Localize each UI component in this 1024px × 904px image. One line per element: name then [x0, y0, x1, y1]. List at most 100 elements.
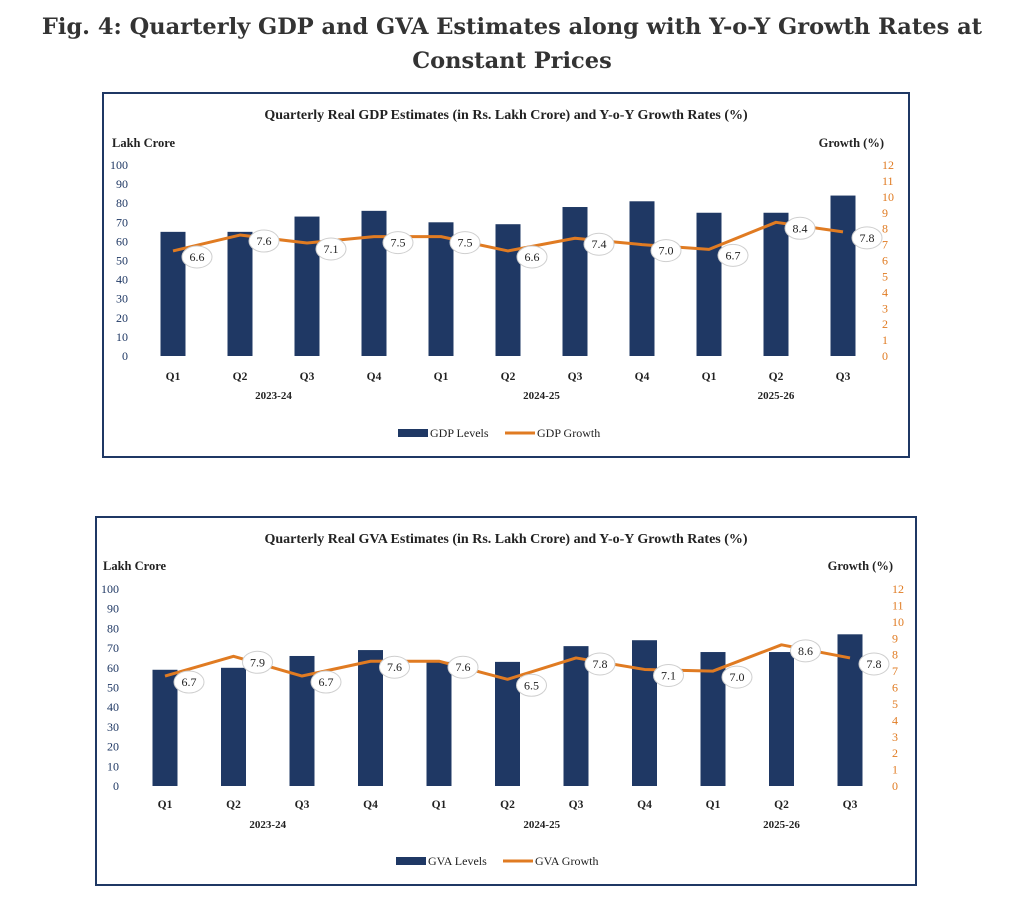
gdp-right-tick: 10	[882, 190, 894, 204]
gva-left-tick: 0	[113, 779, 119, 793]
gdp-legend-line-label: GDP Growth	[537, 426, 600, 440]
gva-right-tick: 5	[892, 697, 898, 711]
gdp-right-tick: 3	[882, 301, 888, 315]
gva-right-tick: 6	[892, 681, 898, 695]
gdp-bar	[763, 212, 789, 356]
gdp-data-label: 6.6	[525, 250, 540, 264]
gdp-data-label: 7.5	[458, 236, 473, 250]
gva-data-label: 6.7	[319, 675, 334, 689]
gdp-data-label-bubble	[717, 243, 749, 267]
gdp-category-label: Q3	[300, 371, 315, 383]
gva-left-tick: 70	[107, 641, 119, 655]
gva-right-axis-label: Growth (%)	[828, 559, 893, 573]
gva-data-label-bubble	[653, 663, 684, 687]
gva-category-label: Q2	[500, 799, 515, 811]
gva-category-label: Q1	[432, 799, 447, 811]
gva-right-tick: 7	[892, 664, 898, 678]
gva-category-label: Q1	[706, 799, 721, 811]
gva-right-tick: 11	[892, 598, 904, 612]
gdp-right-tick: 12	[882, 158, 894, 172]
gdp-data-label: 7.6	[257, 234, 272, 248]
gdp-category-label: Q2	[233, 371, 248, 383]
gdp-right-axis-label: Growth (%)	[819, 136, 884, 150]
gva-left-tick: 60	[107, 661, 119, 675]
gdp-data-label-bubble	[181, 245, 213, 269]
gdp-left-tick: 90	[116, 177, 128, 191]
gva-left-tick: 50	[107, 681, 119, 695]
gva-legend-line-label: GVA Growth	[535, 854, 598, 868]
gva-category-label: Q2	[774, 799, 789, 811]
gdp-left-tick: 40	[116, 273, 128, 287]
gdp-chart: Quarterly Real GDP Estimates (in Rs. Lak…	[110, 108, 894, 440]
gva-data-label-bubble	[790, 639, 821, 663]
gdp-chart-panel: Quarterly Real GDP Estimates (in Rs. Lak…	[102, 92, 910, 458]
gdp-data-label-bubble	[248, 229, 280, 253]
gdp-data-label: 7.4	[592, 237, 607, 251]
gva-year-label: 2025-26	[763, 819, 800, 831]
gva-data-label: 6.7	[182, 675, 197, 689]
gva-left-tick: 100	[101, 582, 119, 596]
gdp-data-label: 7.1	[324, 242, 339, 256]
gva-chart-title: Quarterly Real GVA Estimates (in Rs. Lak…	[264, 532, 747, 547]
gdp-right-tick: 7	[882, 238, 888, 252]
gva-left-tick: 40	[107, 700, 119, 714]
gdp-growth-line	[172, 220, 844, 253]
gdp-category-label: Q2	[769, 371, 784, 383]
gdp-data-label-bubble	[784, 216, 816, 240]
gdp-legend-bar-swatch	[398, 429, 428, 437]
gdp-category-label: Q1	[702, 371, 717, 383]
gva-legend-bar-swatch	[396, 857, 426, 865]
gva-data-label: 7.1	[661, 668, 676, 682]
gdp-left-tick: 80	[116, 196, 128, 210]
gdp-data-label-bubble	[382, 231, 414, 255]
gdp-left-axis-label: Lakh Crore	[112, 136, 176, 150]
gdp-bar	[227, 231, 253, 356]
gva-left-tick: 20	[107, 740, 119, 754]
gdp-right-tick: 1	[882, 333, 888, 347]
gdp-bar	[160, 231, 186, 356]
gva-year-label: 2023-24	[249, 819, 286, 831]
gva-bar	[495, 661, 520, 786]
gva-bar	[632, 640, 657, 786]
gva-data-label: 7.0	[730, 670, 745, 684]
gdp-right-tick: 11	[882, 174, 894, 188]
gva-data-label-bubble	[858, 652, 890, 676]
gva-bar	[426, 661, 452, 786]
gdp-category-label: Q3	[568, 371, 583, 383]
gdp-data-label: 6.6	[190, 250, 205, 264]
gdp-left-tick: 50	[116, 254, 128, 268]
gdp-data-label: 7.5	[391, 236, 406, 250]
gva-right-tick: 10	[892, 615, 904, 629]
gva-bar	[563, 646, 589, 786]
gva-data-label: 7.6	[456, 660, 471, 674]
gva-left-tick: 90	[107, 602, 119, 616]
gdp-category-label: Q4	[635, 371, 650, 383]
gdp-bar	[361, 210, 387, 356]
gdp-bar	[562, 207, 588, 356]
gdp-legend-bar-label: GDP Levels	[430, 426, 489, 440]
gdp-data-label-bubble	[851, 226, 883, 250]
gdp-data-label-bubble	[449, 231, 481, 255]
gdp-right-tick: 6	[882, 254, 888, 268]
gva-right-tick: 4	[892, 713, 898, 727]
gva-data-label: 7.8	[593, 657, 608, 671]
gva-left-axis-label: Lakh Crore	[103, 559, 167, 573]
gdp-chart-title: Quarterly Real GDP Estimates (in Rs. Lak…	[264, 108, 748, 123]
gdp-left-tick: 70	[116, 215, 128, 229]
gva-bar	[358, 650, 383, 786]
gva-data-label-bubble	[584, 652, 616, 676]
gva-legend-bar-label: GVA Levels	[428, 854, 487, 868]
gdp-right-tick: 8	[882, 222, 888, 236]
gva-bar	[769, 652, 794, 786]
gva-category-label: Q3	[569, 799, 584, 811]
gva-right-tick: 9	[892, 631, 898, 645]
gdp-data-label: 8.4	[793, 221, 808, 235]
figure-title: Fig. 4: Quarterly GDP and GVA Estimates …	[41, 14, 983, 74]
gva-data-label-bubble	[242, 650, 273, 674]
gdp-left-tick: 30	[116, 292, 128, 306]
gdp-bar	[294, 216, 320, 356]
gva-data-label-bubble	[516, 673, 547, 697]
gva-data-label: 8.6	[798, 644, 813, 658]
gva-left-tick: 10	[107, 759, 119, 773]
gdp-year-label: 2025-26	[758, 390, 795, 402]
